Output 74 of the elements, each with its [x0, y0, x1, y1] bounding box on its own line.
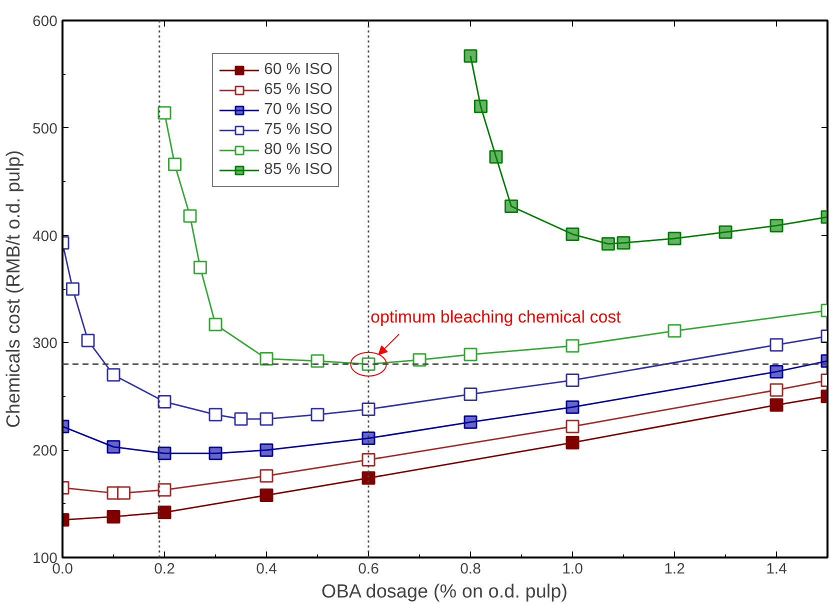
point — [310, 408, 324, 422]
y-tick-label: 600 — [32, 13, 58, 30]
point — [412, 353, 426, 367]
annotation: optimum bleaching chemical cost — [370, 308, 622, 327]
x-tick-label: 1.4 — [766, 560, 787, 578]
point — [718, 225, 732, 239]
legend-label: 60 % ISO — [264, 61, 332, 79]
x-tick-label: 0.8 — [460, 560, 481, 578]
x-tick-label: 0.2 — [154, 560, 175, 578]
point — [106, 368, 120, 382]
point — [770, 398, 784, 412]
point — [260, 443, 274, 457]
point — [116, 486, 130, 500]
point — [566, 227, 580, 241]
point — [234, 412, 248, 426]
point — [106, 440, 120, 454]
y-tick-label: 400 — [32, 228, 58, 245]
point — [474, 100, 488, 114]
point — [158, 395, 172, 409]
x-tick-label: 0.6 — [358, 560, 379, 578]
point — [193, 260, 207, 274]
legend-label: 85 % ISO — [264, 161, 332, 179]
point — [770, 218, 784, 232]
legend-label: 65 % ISO — [264, 81, 332, 99]
x-axis-title: OBA dosage (% on o.d. pulp) — [321, 582, 568, 602]
point — [260, 469, 274, 483]
point — [616, 236, 630, 250]
point — [362, 402, 376, 416]
point — [566, 420, 580, 434]
point — [158, 506, 172, 520]
point — [668, 232, 682, 246]
point — [362, 453, 376, 467]
point — [464, 388, 478, 401]
point — [81, 334, 95, 348]
point — [168, 158, 182, 172]
point — [566, 374, 580, 388]
point — [158, 483, 172, 497]
point — [464, 415, 478, 429]
point — [464, 49, 478, 63]
point — [770, 364, 784, 378]
point — [464, 348, 478, 362]
x-tick-label: 0.4 — [256, 560, 277, 578]
point — [208, 408, 222, 422]
point — [260, 412, 274, 426]
x-tick-label: 1.0 — [562, 560, 583, 578]
point — [362, 432, 376, 446]
point — [504, 200, 518, 214]
point — [260, 488, 274, 502]
y-axis-title: Chemicals cost (RMB/t o.d. pulp) — [3, 150, 24, 428]
y-tick-label: 300 — [32, 335, 58, 352]
point — [208, 446, 222, 460]
point — [66, 282, 80, 296]
point — [770, 338, 784, 352]
point — [668, 324, 682, 338]
legend-label: 70 % ISO — [264, 101, 332, 119]
point — [106, 510, 120, 524]
point — [770, 383, 784, 397]
point — [310, 354, 324, 368]
point — [566, 400, 580, 414]
legend-label: 75 % ISO — [264, 121, 332, 139]
point — [362, 471, 376, 485]
point — [208, 318, 222, 332]
y-tick-label: 200 — [32, 442, 58, 460]
point — [601, 237, 615, 251]
x-tick-label: 1.2 — [664, 560, 685, 578]
point — [183, 209, 197, 223]
y-tick-label: 500 — [32, 120, 58, 138]
point — [158, 446, 172, 460]
point — [260, 352, 274, 366]
point — [566, 436, 580, 450]
legend-label: 80 % ISO — [264, 141, 332, 159]
point — [489, 150, 503, 164]
point — [158, 106, 172, 120]
point — [566, 339, 580, 353]
